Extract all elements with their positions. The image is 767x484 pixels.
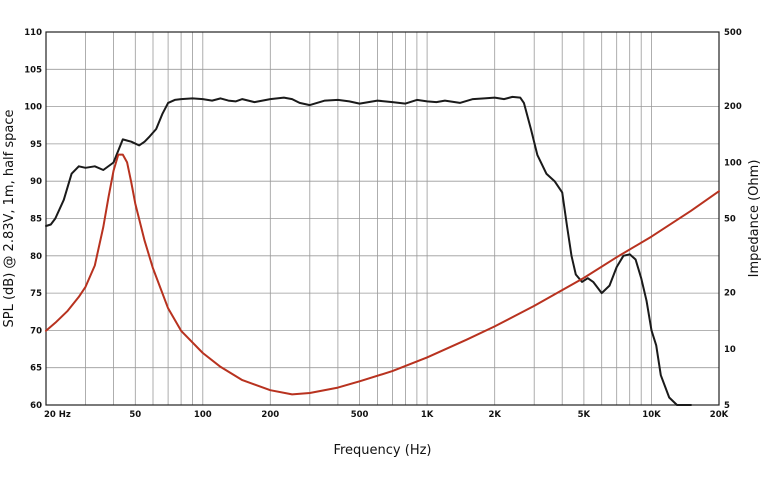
impedance-series-line <box>45 153 720 396</box>
y2-tick-label: 5 <box>724 401 730 411</box>
series-layer <box>45 95 720 406</box>
y-tick-label: 65 <box>30 364 42 374</box>
y2-tick-label: 100 <box>724 158 742 168</box>
x-tick-label: 2K <box>488 410 501 420</box>
x-tick-label: 20K <box>710 410 729 420</box>
x-tick-label: 1K <box>421 410 434 420</box>
plot-frame <box>45 31 720 406</box>
y2-tick-label: 500 <box>724 28 742 38</box>
x-tick-label: 5K <box>578 410 591 420</box>
tick-label-layer: 1101051009590858075706560500200100502010… <box>24 28 742 420</box>
y-tick-label: 95 <box>30 140 42 150</box>
x-tick-label: 20 Hz <box>44 410 71 420</box>
x-tick-label: 50 <box>129 410 141 420</box>
y2-tick-label: 200 <box>724 102 742 112</box>
y-tick-label: 60 <box>30 401 42 411</box>
x-axis-title: Frequency (Hz) <box>333 443 431 458</box>
y-tick-label: 80 <box>30 252 42 262</box>
y-tick-label: 70 <box>30 326 42 336</box>
y-tick-label: 110 <box>24 28 42 38</box>
y-axis-title: SPL (dB) @ 2.83V, 1m, half space <box>2 109 17 327</box>
y-tick-label: 100 <box>24 103 42 113</box>
y2-tick-label: 50 <box>724 215 736 225</box>
x-tick-label: 200 <box>261 410 279 420</box>
y2-tick-label: 20 <box>724 289 736 299</box>
y2-axis-title: Impedance (Ohm) <box>747 160 762 278</box>
x-tick-label: 10K <box>642 410 661 420</box>
spl-series-line <box>45 95 692 406</box>
y-tick-label: 90 <box>30 177 42 187</box>
y-tick-label: 75 <box>30 289 42 299</box>
y-tick-label: 105 <box>24 65 42 75</box>
x-tick-label: 100 <box>194 410 212 420</box>
y2-tick-label: 10 <box>724 345 736 355</box>
grid-layer <box>45 31 720 406</box>
x-tick-label: 500 <box>351 410 369 420</box>
y-tick-label: 85 <box>30 215 42 225</box>
